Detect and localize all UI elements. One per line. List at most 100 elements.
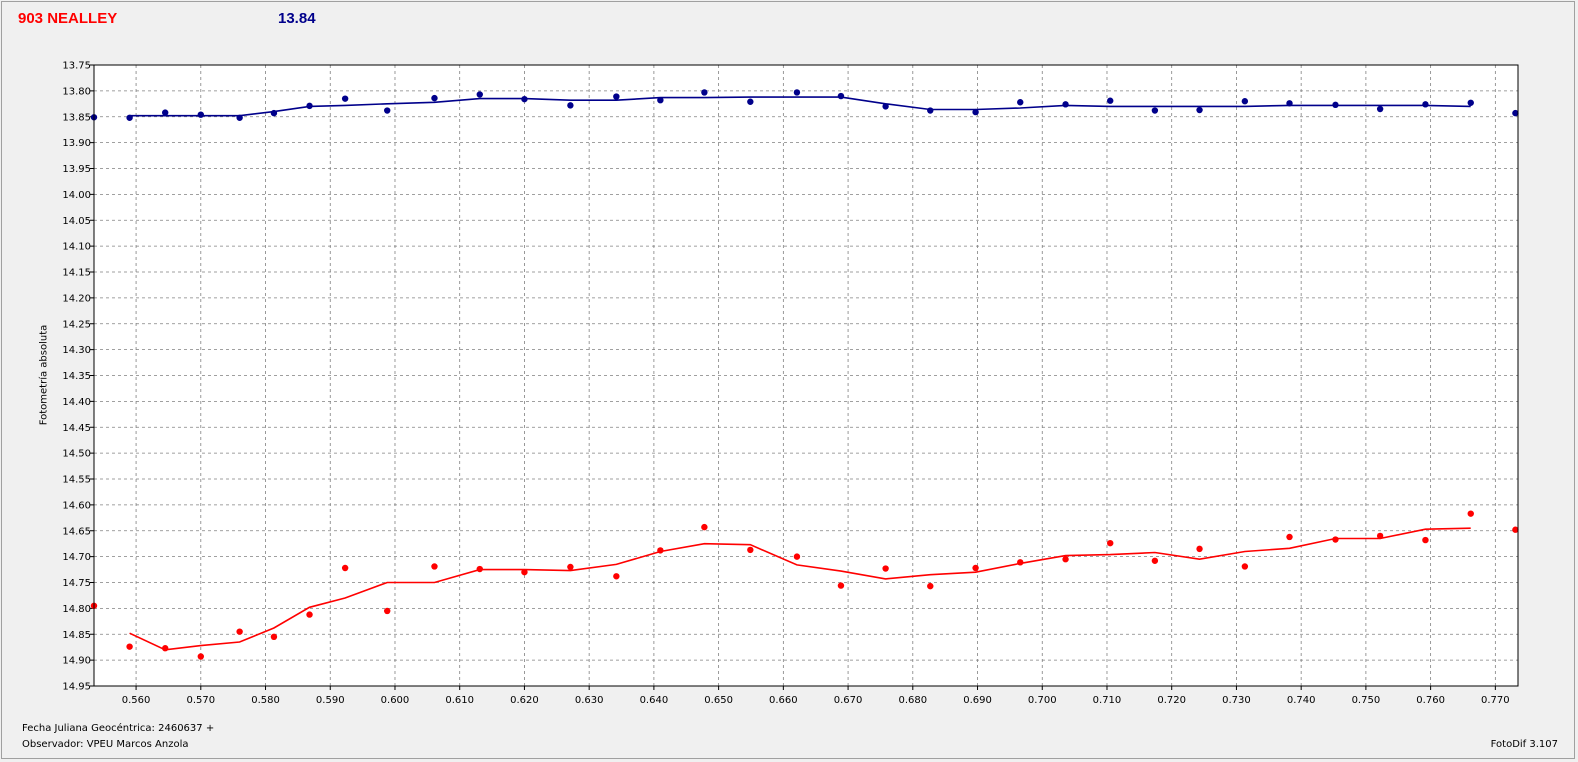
x-tick-label: 0.770 bbox=[1481, 695, 1510, 706]
comparison-data-point bbox=[476, 91, 483, 98]
comparison-data-point bbox=[1422, 101, 1429, 108]
y-tick-label: 14.95 bbox=[62, 682, 91, 693]
comparison-data-point bbox=[341, 95, 349, 102]
comparison-data-point bbox=[1512, 109, 1519, 117]
object-title: 903 NEALLEY bbox=[18, 10, 118, 27]
target-data-point bbox=[1196, 545, 1203, 553]
grid bbox=[90, 64, 1518, 690]
target-data-point bbox=[1241, 563, 1249, 570]
x-tick-label: 0.690 bbox=[963, 695, 992, 706]
x-tick-label: 0.660 bbox=[769, 695, 798, 706]
target-data-point bbox=[197, 653, 204, 660]
target-data-point bbox=[972, 564, 979, 572]
target-data-point bbox=[567, 563, 574, 571]
comparison-data-point bbox=[306, 102, 313, 110]
x-tick-label: 0.580 bbox=[251, 695, 280, 706]
comparison-data-point bbox=[837, 92, 845, 100]
target-data-point bbox=[162, 645, 169, 652]
target-data-point bbox=[476, 565, 483, 573]
target-data-point bbox=[1422, 536, 1429, 544]
comparison-data-point bbox=[384, 107, 391, 114]
mean-magnitude: 13.84 bbox=[278, 10, 316, 27]
x-tick-label: 0.560 bbox=[122, 695, 151, 706]
y-tick-label: 14.30 bbox=[62, 345, 91, 356]
x-tick-label: 0.680 bbox=[898, 695, 927, 706]
x-tick-label: 0.570 bbox=[186, 695, 215, 706]
y-tick-label: 13.95 bbox=[62, 164, 91, 175]
target-data-point bbox=[701, 523, 708, 531]
comparison-data-point bbox=[431, 94, 438, 102]
y-tick-label: 14.55 bbox=[62, 475, 91, 486]
comparison-data-point bbox=[1332, 101, 1339, 109]
y-tick-label: 14.70 bbox=[62, 552, 91, 563]
y-tick-label: 14.10 bbox=[62, 242, 91, 253]
target-data-point bbox=[1332, 536, 1339, 543]
x-tick-label: 0.650 bbox=[704, 695, 733, 706]
target-data-point bbox=[521, 568, 528, 576]
comparison-data-point bbox=[162, 109, 169, 116]
x-tick-label: 0.590 bbox=[316, 695, 345, 706]
comparison-data-point bbox=[613, 93, 620, 100]
target-data-point bbox=[431, 563, 438, 570]
comparison-data-point bbox=[927, 107, 934, 114]
target-data-point bbox=[341, 564, 349, 572]
x-tick-label: 0.700 bbox=[1028, 695, 1057, 706]
target-data-point bbox=[1286, 533, 1293, 541]
target-data-point bbox=[882, 565, 889, 572]
comparison-data-point bbox=[1376, 105, 1384, 113]
comparison-data-point bbox=[236, 114, 243, 121]
x-tick-label: 0.720 bbox=[1157, 695, 1186, 706]
target-data-point bbox=[1467, 510, 1474, 517]
x-tick-label: 0.710 bbox=[1093, 695, 1122, 706]
y-tick-label: 13.90 bbox=[62, 138, 91, 149]
target-trend-line bbox=[129, 527, 1471, 651]
target-data-point bbox=[126, 643, 133, 650]
julian-date-label: Fecha Juliana Geocéntrica: 2460637 + bbox=[22, 723, 215, 734]
comparison-data-point bbox=[521, 95, 528, 103]
target-data-point bbox=[1151, 557, 1159, 564]
y-tick-label: 14.35 bbox=[62, 371, 91, 382]
y-tick-label: 14.25 bbox=[62, 319, 91, 330]
comparison-data-point bbox=[1151, 107, 1159, 114]
comparison-data-point bbox=[1286, 100, 1293, 107]
comparison-data-point bbox=[1467, 99, 1474, 106]
tick-labels: 13.75 13.80 13.85 13.90 13.95 14.00 14.05 14.10… bbox=[62, 61, 1509, 707]
y-tick-label: 14.40 bbox=[62, 397, 91, 408]
y-tick-label: 13.85 bbox=[62, 112, 91, 123]
target-data-point bbox=[306, 611, 313, 618]
series bbox=[90, 89, 1519, 660]
y-tick-label: 14.90 bbox=[62, 656, 91, 667]
y-tick-label: 14.75 bbox=[62, 578, 91, 589]
comparison-data-point bbox=[1017, 99, 1024, 106]
plot-border bbox=[93, 64, 1519, 687]
comparison-data-point bbox=[793, 89, 801, 96]
target-data-point bbox=[236, 628, 243, 635]
comparison-data-point bbox=[1062, 101, 1069, 108]
comparison-data-point bbox=[747, 98, 754, 105]
target-data-point bbox=[793, 553, 801, 560]
plot-area bbox=[94, 65, 1518, 686]
target-data-point bbox=[657, 547, 664, 554]
x-tick-label: 0.630 bbox=[575, 695, 604, 706]
comparison-data-point bbox=[1107, 97, 1114, 104]
y-tick-label: 14.45 bbox=[62, 423, 91, 434]
y-tick-label: 14.80 bbox=[62, 604, 91, 615]
comparison-data-point bbox=[701, 89, 708, 96]
y-tick-label: 14.60 bbox=[62, 500, 91, 511]
x-tick-label: 0.730 bbox=[1222, 695, 1251, 706]
target-data-point bbox=[747, 546, 754, 554]
target-data-point bbox=[1017, 559, 1024, 566]
y-tick-label: 14.85 bbox=[62, 630, 91, 641]
y-tick-label: 14.20 bbox=[62, 293, 91, 304]
comparison-data-point bbox=[197, 111, 204, 118]
x-tick-label: 0.640 bbox=[640, 695, 669, 706]
y-tick-label: 13.80 bbox=[62, 86, 91, 97]
y-tick-label: 14.00 bbox=[62, 190, 91, 201]
comparison-data-point bbox=[1196, 106, 1203, 114]
comparison-trend-line bbox=[129, 96, 1471, 117]
target-data-point bbox=[270, 633, 278, 641]
x-tick-label: 0.620 bbox=[510, 695, 539, 706]
y-tick-label: 13.75 bbox=[62, 61, 91, 72]
y-tick-label: 14.15 bbox=[62, 268, 91, 279]
